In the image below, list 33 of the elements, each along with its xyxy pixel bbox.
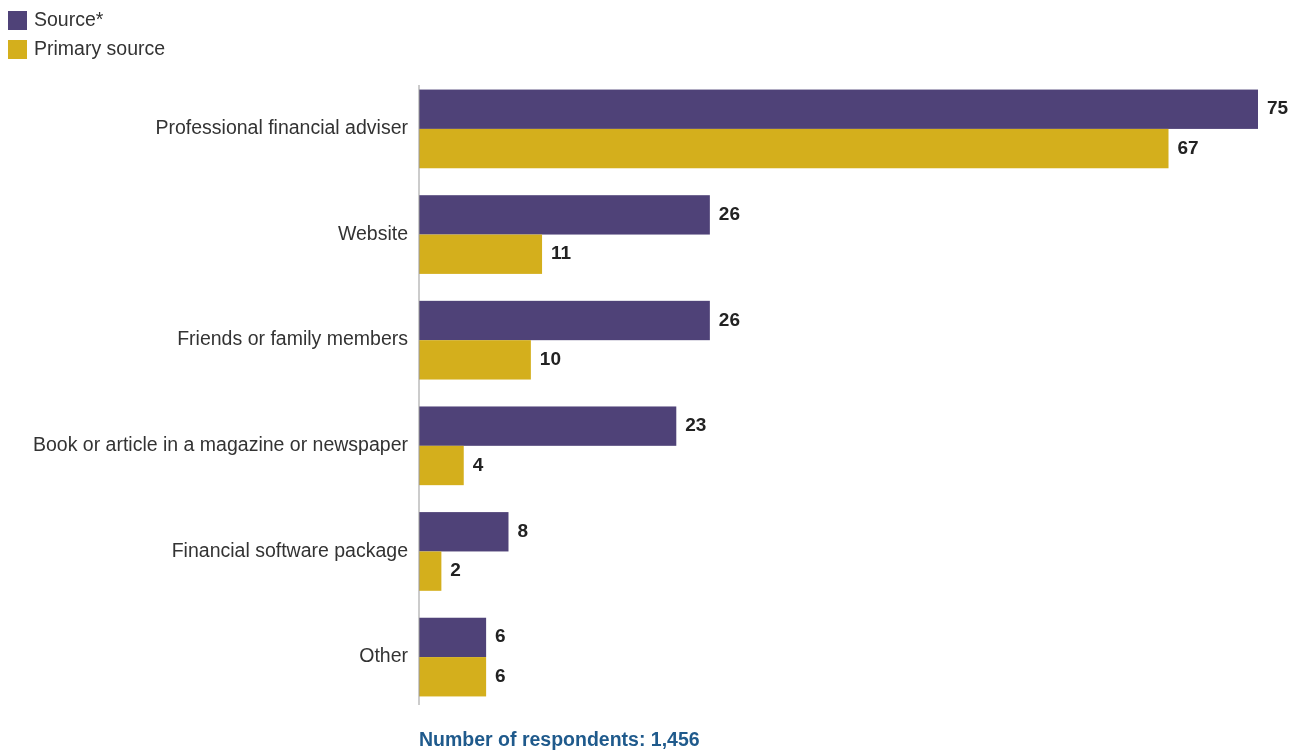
bar bbox=[419, 89, 1258, 129]
bar bbox=[419, 195, 710, 235]
data-label: 6 bbox=[495, 664, 506, 686]
y-tick-label: Financial software package bbox=[171, 538, 408, 561]
bar bbox=[419, 657, 487, 697]
bar bbox=[419, 340, 531, 380]
bar bbox=[419, 234, 543, 274]
data-label: 26 bbox=[718, 202, 740, 224]
y-tick-label: Professional financial adviser bbox=[155, 116, 409, 139]
y-tick-label: Friends or family members bbox=[177, 327, 409, 350]
bar bbox=[419, 445, 464, 486]
bar bbox=[419, 551, 442, 591]
data-label: 4 bbox=[472, 453, 484, 475]
data-label: 11 bbox=[551, 242, 572, 264]
y-tick-label: Other bbox=[359, 644, 409, 667]
data-label: 75 bbox=[1267, 97, 1289, 119]
bar bbox=[419, 300, 710, 341]
data-label: 8 bbox=[517, 519, 529, 541]
y-tick-label: Website bbox=[337, 221, 408, 244]
data-label: 26 bbox=[718, 308, 740, 330]
y-tick-label: Book or article in a magazine or newspaper bbox=[32, 432, 409, 455]
data-label: 67 bbox=[1177, 136, 1199, 158]
legend-label: Primary source bbox=[34, 37, 166, 60]
text: Number of respondents: 1,456 bbox=[419, 728, 700, 751]
data-label: 2 bbox=[450, 559, 461, 581]
data-label: 23 bbox=[685, 414, 707, 436]
bar bbox=[419, 406, 677, 446]
bar bbox=[419, 128, 1169, 169]
legend-label: Source* bbox=[34, 8, 104, 31]
bar bbox=[419, 512, 509, 552]
data-label: 10 bbox=[539, 347, 562, 369]
bar bbox=[419, 617, 487, 658]
data-label: 6 bbox=[495, 625, 506, 647]
